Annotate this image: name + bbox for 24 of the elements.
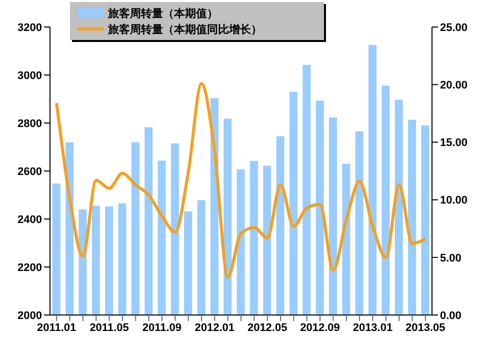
x-tick-label: 2013.05 — [406, 322, 446, 334]
y2-tick-label: 5.00 — [440, 252, 462, 264]
x-tick-label: 2012.01 — [194, 322, 235, 334]
y-tick-label: 2400 — [18, 214, 42, 226]
y-tick-label: 2200 — [18, 262, 42, 274]
y2-tick-label: 20.00 — [440, 80, 468, 92]
y2-tick-label: 10.00 — [440, 194, 468, 207]
y2-tick-label: 15.00 — [440, 137, 468, 150]
y2-tick-label: 0.00 — [440, 310, 462, 322]
x-tick-label: 2011.01 — [37, 322, 76, 334]
x-tick-label: 2012.05 — [247, 322, 288, 334]
x-tick-label: 2013.01 — [352, 322, 393, 334]
y-tick-label: 3000 — [18, 70, 42, 82]
legend-label: 旅客周转量（本期值同比增长） — [108, 22, 262, 36]
y-tick-label: 2000 — [18, 310, 42, 322]
legend-label: 旅客周转量（本期值） — [108, 6, 218, 20]
y-tick-label: 3200 — [18, 22, 42, 34]
x-tick-label: 2012.09 — [300, 322, 340, 334]
y-tick-label: 2600 — [18, 166, 42, 178]
x-tick-label: 2011.05 — [90, 322, 129, 334]
y-tick-label: 2800 — [18, 118, 42, 130]
y2-tick-label: 25.00 — [440, 22, 468, 34]
x-tick-label: 2011.09 — [142, 322, 182, 334]
line-series — [55, 82, 427, 278]
